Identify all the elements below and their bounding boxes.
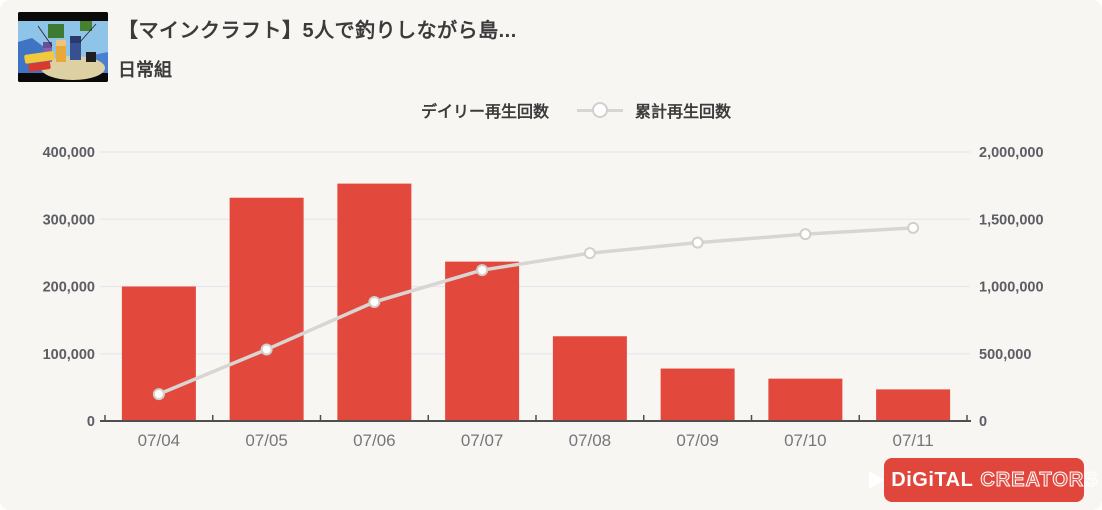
bar-0711: [876, 389, 951, 420]
left-axis-label: 0: [87, 414, 95, 430]
cumulative-series-swatch: [577, 102, 623, 118]
line-point-0709: [691, 236, 704, 249]
line-point-0704: [152, 388, 165, 401]
channel-name: 日常組: [118, 60, 172, 80]
bar-0707: [445, 261, 520, 420]
x-axis-label: 07/05: [245, 431, 288, 450]
bar-0709: [660, 368, 735, 420]
bar-0710: [768, 378, 843, 420]
bar-0708: [552, 336, 627, 420]
cumulative-series-label: 累計再生回数: [635, 104, 732, 121]
left-axis-label: 200,000: [43, 280, 95, 296]
line-point-0707: [476, 264, 489, 277]
x-axis-label: 07/04: [138, 431, 181, 450]
daily-series-label: デイリー再生回数: [420, 104, 549, 121]
daily-series-swatch: [371, 100, 409, 120]
line-point-0710: [799, 228, 812, 241]
x-axis-label: 07/06: [353, 431, 396, 450]
x-axis-label: 07/07: [461, 431, 504, 450]
cumulative-line: [157, 226, 915, 396]
right-axis-label: 1,000,000: [979, 280, 1044, 296]
line-point-0711: [907, 221, 920, 234]
left-axis-label: 400,000: [43, 145, 95, 161]
x-axis-label: 07/11: [892, 431, 933, 450]
right-axis-label: 2,000,000: [979, 145, 1044, 161]
line-point-0708: [583, 247, 596, 260]
logo-word-digital: DiGiTAL: [891, 468, 974, 491]
legend-item-cumulative[interactable]: 累計再生回数: [577, 98, 731, 122]
right-axis-label: 1,500,000: [979, 212, 1044, 228]
right-axis-label: 0: [979, 414, 987, 430]
line-swatch-point: [592, 102, 608, 118]
video-title: 【マインクラフト】5人で釣りしながら島...: [118, 20, 517, 42]
digital-creators-logo[interactable]: DiGiTAL CREATORS: [869, 458, 1098, 502]
legend-item-daily[interactable]: デイリー再生回数: [371, 98, 549, 122]
play-icon: [869, 471, 885, 489]
x-axis-label: 07/09: [676, 431, 719, 450]
video-thumbnail[interactable]: [18, 12, 108, 82]
x-axis-label: 07/10: [784, 431, 827, 450]
chart-legend: デイリー再生回数 累計再生回数: [0, 98, 1102, 122]
x-axis-label: 07/08: [569, 431, 612, 450]
chart-canvas: 0 100,000 200,000 300,000 400,000 0 500,000 1,0…: [43, 145, 1044, 450]
right-axis-label: 500,000: [979, 347, 1031, 363]
logo-word-creators: CREATORS: [980, 468, 1099, 491]
line-point-0705: [260, 343, 273, 356]
bar-0705: [229, 197, 304, 420]
left-axis-label: 300,000: [43, 212, 95, 228]
line-point-0706: [368, 295, 381, 308]
left-axis-label: 100,000: [43, 347, 95, 363]
thumbnail-image: [18, 12, 108, 82]
